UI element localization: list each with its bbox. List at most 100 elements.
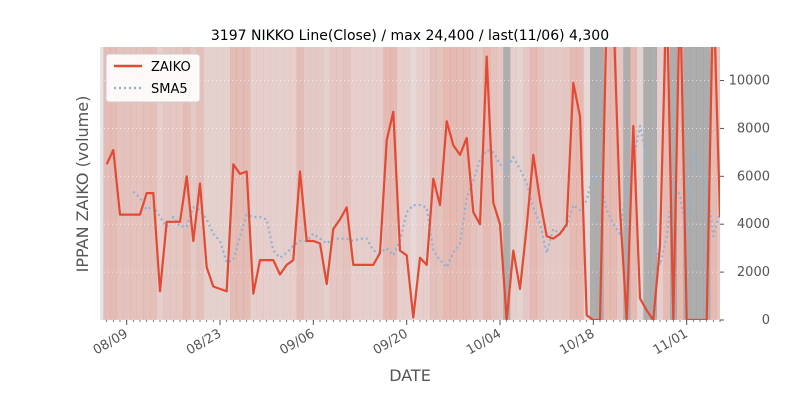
x-tick-label: 10/04 (464, 326, 504, 358)
background-band (610, 47, 617, 320)
background-band (643, 47, 651, 320)
x-tick-label: 11/01 (651, 326, 691, 358)
background-band (256, 47, 264, 320)
background-band (676, 47, 684, 320)
background-band (503, 47, 511, 320)
background-band (423, 47, 431, 320)
background-band (350, 47, 357, 320)
background-band (223, 47, 231, 320)
background-band (150, 47, 157, 320)
background-band (123, 47, 131, 320)
x-tick-label: 09/20 (371, 326, 411, 358)
x-tick-label: 10/18 (557, 326, 597, 358)
background-band (443, 47, 451, 320)
background-band (603, 47, 611, 320)
background-band (163, 47, 171, 320)
y-tick-label: 8000 (737, 121, 770, 136)
background-band (436, 47, 444, 320)
background-band (556, 47, 564, 320)
background-band (470, 47, 477, 320)
background-band (550, 47, 557, 320)
y-tick-label: 6000 (737, 169, 770, 184)
background-band (270, 47, 277, 320)
zaiko-layer (105, 47, 720, 320)
background-band (116, 47, 124, 320)
chart-title: 3197 NIKKO Line(Close) / max 24,400 / la… (211, 28, 609, 44)
x-tick-label: 09/06 (277, 326, 317, 358)
background-band (316, 47, 324, 320)
background-band (583, 47, 591, 320)
background-band (570, 47, 577, 320)
background-band (176, 47, 184, 320)
background-band (476, 47, 484, 320)
background-band (530, 47, 537, 320)
background-band (630, 47, 637, 320)
plot-area (100, 47, 720, 320)
background-band (230, 47, 237, 320)
background-band (190, 47, 197, 320)
y-tick-label: 0 (762, 313, 770, 328)
background-band (716, 47, 720, 320)
background-band (170, 47, 177, 320)
background-band (323, 47, 331, 320)
legend-sma5-label: SMA5 (151, 82, 188, 97)
background-band (336, 47, 344, 320)
background-band (290, 47, 297, 320)
background-band (690, 47, 697, 320)
background-band (216, 47, 224, 320)
background-band (510, 47, 517, 320)
x-tick-label: 08/23 (184, 326, 224, 358)
background-band (396, 47, 404, 320)
background-band (310, 47, 317, 320)
background-band (590, 47, 597, 320)
background-band (483, 47, 491, 320)
legend: ZAIKO SMA5 (105, 53, 201, 103)
background-band (663, 47, 671, 320)
background-band (536, 47, 544, 320)
background-band (496, 47, 504, 320)
background-band (710, 47, 717, 320)
background-band (203, 47, 211, 320)
background-band (683, 47, 691, 320)
background-band (656, 47, 664, 320)
background-band (363, 47, 371, 320)
background-band (303, 47, 311, 320)
background-band (390, 47, 397, 320)
background-band (456, 47, 464, 320)
background-band (463, 47, 471, 320)
background-band (623, 47, 631, 320)
y-tick-label: 4000 (737, 217, 770, 232)
background-band (370, 47, 377, 320)
y-axis: 0 2000 4000 6000 8000 10000 (720, 74, 770, 328)
background-band (236, 47, 244, 320)
background-band (636, 47, 644, 320)
background-band (210, 47, 217, 320)
background-band (283, 47, 291, 320)
background-band (543, 47, 551, 320)
x-axis: 08/09 08/23 09/06 09/20 10/04 10/18 11/01 (91, 320, 721, 358)
background-band (263, 47, 271, 320)
background-band (143, 47, 151, 320)
x-tick-label: 08/09 (91, 326, 131, 358)
y-axis-label: IPPAN ZAIKO (volume) (73, 96, 92, 273)
background-band (276, 47, 284, 320)
background-band (250, 47, 257, 320)
y-tick-label: 2000 (737, 265, 770, 280)
x-axis-label: DATE (389, 366, 431, 385)
background-band (156, 47, 164, 320)
background-band (343, 47, 351, 320)
background-band (403, 47, 411, 320)
background-band (110, 47, 117, 320)
background-band (450, 47, 457, 320)
background-band (596, 47, 604, 320)
legend-zaiko-label: ZAIKO (151, 60, 191, 75)
background-band (383, 47, 391, 320)
background-band (103, 47, 111, 320)
background-band (410, 47, 417, 320)
series-line-zaiko (105, 47, 720, 320)
background-band (670, 47, 677, 320)
background-band (356, 47, 364, 320)
background-band (696, 47, 704, 320)
y-tick-label: 10000 (729, 74, 770, 89)
